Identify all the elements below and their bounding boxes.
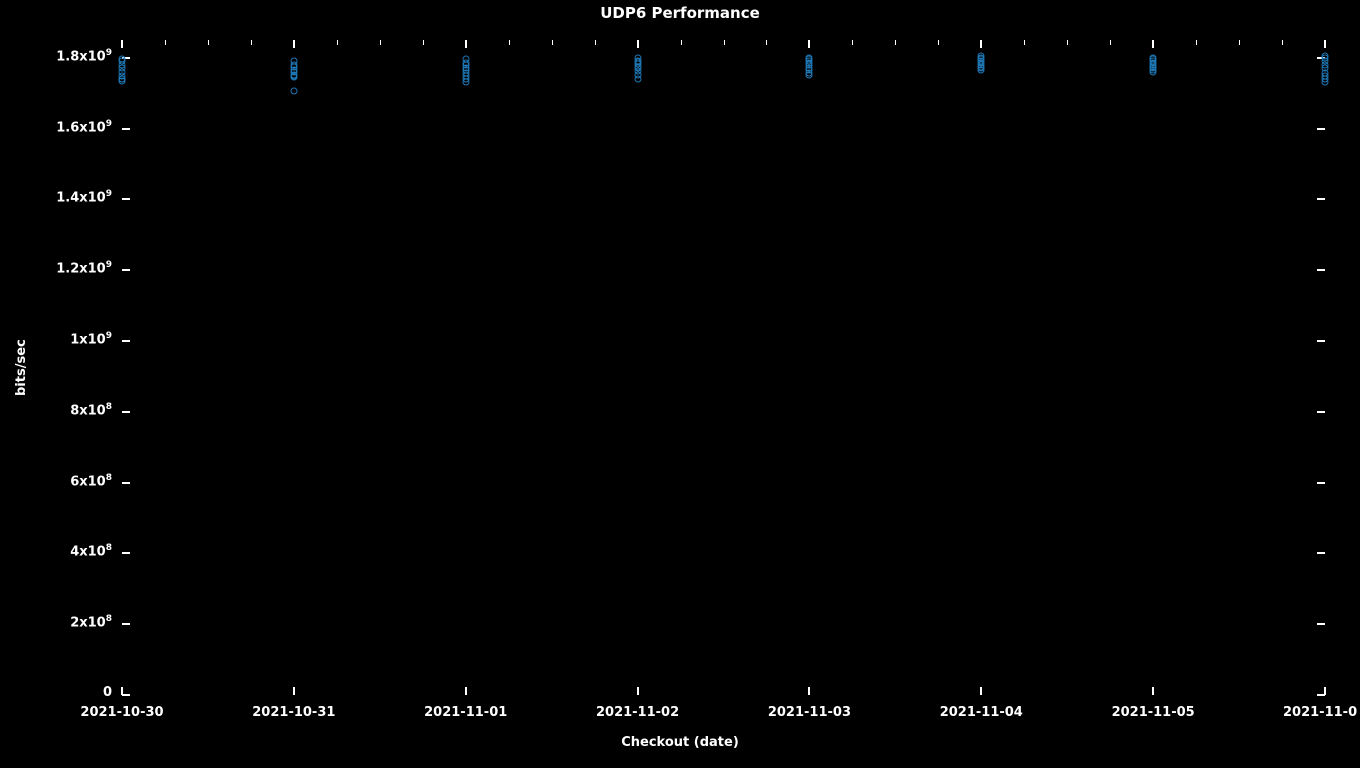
y-tick	[1317, 411, 1325, 413]
x-minor-tick	[423, 40, 424, 45]
x-tick	[808, 687, 810, 695]
y-tick	[122, 552, 130, 554]
y-tick	[1317, 128, 1325, 130]
x-tick	[637, 687, 639, 695]
x-tick	[980, 40, 982, 48]
x-tick	[980, 687, 982, 695]
udp6-performance-chart: UDP6 Performance bits/sec Checkout (date…	[0, 0, 1360, 768]
data-point	[462, 79, 469, 86]
x-tick-label: 2021-11-0	[1283, 705, 1360, 720]
y-tick	[122, 198, 130, 200]
y-tick	[122, 694, 130, 696]
x-tick	[1324, 687, 1326, 695]
x-minor-tick	[852, 40, 853, 45]
y-tick	[1317, 482, 1325, 484]
y-tick-label: 8x108	[70, 402, 112, 418]
y-tick	[122, 411, 130, 413]
x-tick	[1152, 687, 1154, 695]
data-point	[806, 72, 813, 79]
x-tick	[293, 687, 295, 695]
x-minor-tick	[1067, 40, 1068, 45]
data-point	[290, 74, 297, 81]
x-tick	[1152, 40, 1154, 48]
x-tick	[637, 40, 639, 48]
x-tick	[121, 40, 123, 48]
y-tick	[1317, 552, 1325, 554]
x-minor-tick	[895, 40, 896, 45]
y-tick-label: 1x109	[70, 331, 112, 347]
y-tick-label: 0	[103, 685, 112, 700]
x-minor-tick	[724, 40, 725, 45]
y-tick-label: 1.4x109	[56, 189, 112, 205]
x-tick	[808, 40, 810, 48]
x-minor-tick	[595, 40, 596, 45]
y-tick-label: 2x108	[70, 614, 112, 630]
x-minor-tick	[509, 40, 510, 45]
data-point	[1322, 79, 1329, 86]
y-tick	[1317, 340, 1325, 342]
y-tick	[122, 340, 130, 342]
y-tick	[122, 269, 130, 271]
x-minor-tick	[1196, 40, 1197, 45]
y-tick-label: 4x108	[70, 543, 112, 559]
x-tick-label: 2021-11-05	[1112, 705, 1195, 720]
x-tick-label: 2021-10-31	[252, 705, 335, 720]
x-tick-label: 2021-11-01	[424, 705, 507, 720]
x-minor-tick	[1110, 40, 1111, 45]
y-tick	[1317, 269, 1325, 271]
data-point	[978, 67, 985, 74]
y-tick	[122, 482, 130, 484]
x-tick-label: 2021-10-30	[80, 705, 163, 720]
x-tick-label: 2021-11-04	[940, 705, 1023, 720]
x-minor-tick	[251, 40, 252, 45]
x-tick	[465, 40, 467, 48]
x-minor-tick	[380, 40, 381, 45]
y-tick-label: 1.8x109	[56, 48, 112, 64]
x-minor-tick	[208, 40, 209, 45]
y-tick-label: 6x108	[70, 473, 112, 489]
y-tick	[1317, 198, 1325, 200]
x-axis-label: Checkout (date)	[621, 735, 739, 750]
y-tick-label: 1.6x109	[56, 119, 112, 135]
x-minor-tick	[165, 40, 166, 45]
x-minor-tick	[1024, 40, 1025, 45]
x-tick-label: 2021-11-02	[596, 705, 679, 720]
x-minor-tick	[766, 40, 767, 45]
data-point	[634, 75, 641, 82]
chart-title: UDP6 Performance	[600, 4, 760, 22]
x-minor-tick	[938, 40, 939, 45]
y-axis-label: bits/sec	[14, 339, 29, 396]
y-tick	[1317, 623, 1325, 625]
data-point	[290, 88, 297, 95]
x-tick	[465, 687, 467, 695]
data-point	[119, 77, 126, 84]
y-tick	[122, 128, 130, 130]
x-minor-tick	[1239, 40, 1240, 45]
x-minor-tick	[681, 40, 682, 45]
x-tick	[293, 40, 295, 48]
x-tick	[121, 687, 123, 695]
x-tick-label: 2021-11-03	[768, 705, 851, 720]
x-minor-tick	[1282, 40, 1283, 45]
x-tick	[1324, 40, 1326, 48]
y-tick-label: 1.2x109	[56, 260, 112, 276]
data-point	[1150, 68, 1157, 75]
x-minor-tick	[337, 40, 338, 45]
y-tick	[122, 623, 130, 625]
x-minor-tick	[552, 40, 553, 45]
